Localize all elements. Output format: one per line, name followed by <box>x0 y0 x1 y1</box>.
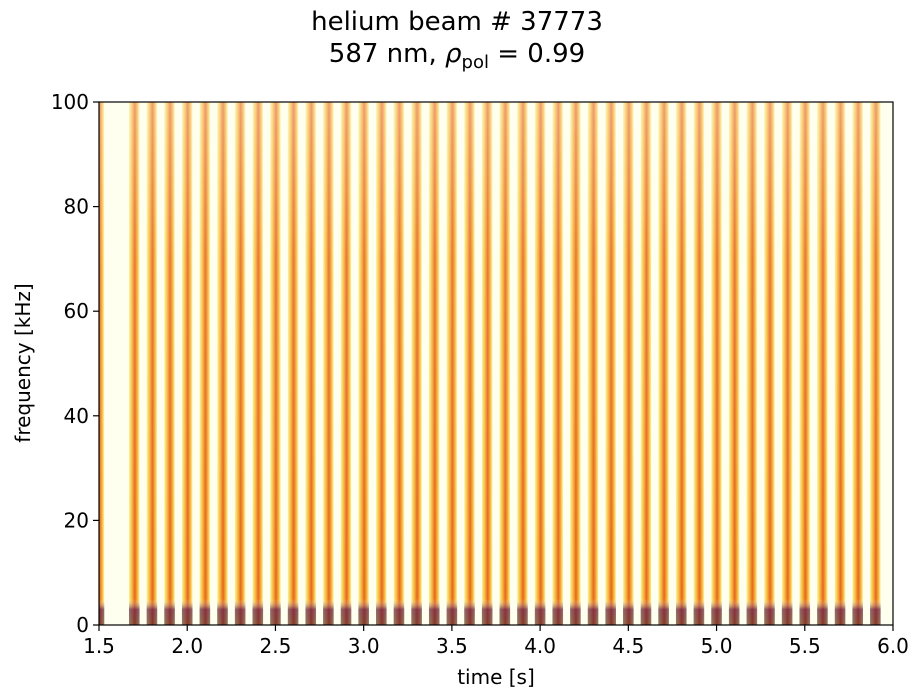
subtitle-part: 587 nm, <box>329 39 445 69</box>
beam-pulse-shade <box>358 102 369 625</box>
subtitle-part: = 0.99 <box>489 39 585 69</box>
beam-pulse-shade <box>499 102 511 625</box>
x-tick-label: 6.0 <box>877 634 909 658</box>
beam-pulse-shade <box>834 102 846 625</box>
beam-pulse-shade <box>552 102 564 625</box>
beam-pulse-shade <box>128 102 140 625</box>
x-axis-label: time [s] <box>457 665 535 688</box>
beam-pulse-shade <box>570 102 581 625</box>
x-tick-label: 3.5 <box>436 634 468 658</box>
beam-pulse-shade <box>764 102 775 625</box>
beam-pulse-shade <box>640 102 652 625</box>
beam-pulse-shade <box>252 102 264 625</box>
beam-pulse-shade <box>711 102 722 625</box>
beam-pulse-shade <box>146 102 158 625</box>
x-tick-label: 2.5 <box>260 634 292 658</box>
y-axis-label: frequency [kHz] <box>11 283 35 442</box>
beam-pulse-shade <box>446 102 458 625</box>
y-tick-label: 20 <box>64 508 89 532</box>
y-tick-label: 100 <box>51 90 89 114</box>
beam-pulse-shade <box>393 102 405 625</box>
beam-pulse-shade <box>323 102 334 625</box>
beam-pulse-shade <box>199 102 211 625</box>
x-tick-label: 3.0 <box>348 634 380 658</box>
spectrogram <box>99 102 881 625</box>
x-tick-label: 5.5 <box>789 634 821 658</box>
x-tick-label: 5.0 <box>701 634 733 658</box>
beam-pulse-shade <box>340 102 352 625</box>
beam-pulse-shade <box>305 102 317 625</box>
chart-title: helium beam # 37773 <box>311 7 603 37</box>
beam-pulse-shade <box>234 102 246 625</box>
beam-pulse-shade <box>675 102 687 625</box>
beam-pulse-shade <box>728 102 740 625</box>
beam-pulse-shade <box>270 102 281 625</box>
beam-pulse-shade <box>464 102 475 625</box>
beam-pulse-shade <box>181 102 193 625</box>
beam-pulse-shade <box>658 102 669 625</box>
beam-pulse-shade <box>693 102 705 625</box>
beam-pulse-shade <box>428 102 440 625</box>
beam-pulse-shade <box>164 102 175 625</box>
beam-pulse-shade <box>799 102 811 625</box>
beam-pulse-shade <box>852 102 864 625</box>
x-tick-label: 1.5 <box>83 634 115 658</box>
beam-pulse-shade <box>99 102 105 625</box>
y-tick-label: 60 <box>64 299 89 323</box>
beam-pulse-shade <box>746 102 758 625</box>
beam-pulse-shade <box>287 102 299 625</box>
beam-pulse-shade <box>217 102 228 625</box>
beam-pulse-shade <box>517 102 528 625</box>
x-tick-label: 2.0 <box>171 634 203 658</box>
y-tick-label: 0 <box>76 613 89 637</box>
beam-pulse-shade <box>605 102 616 625</box>
plot-frame <box>98 101 894 626</box>
y-tick-label: 40 <box>64 404 89 428</box>
beam-pulse-shade <box>817 102 828 625</box>
beam-pulse-shade <box>411 102 422 625</box>
beam-pulse-shade <box>781 102 793 625</box>
x-tick-label: 4.5 <box>612 634 644 658</box>
beam-pulse-shade <box>534 102 546 625</box>
subtitle-subscript: pol <box>462 52 489 73</box>
beam-pulse-shade <box>481 102 493 625</box>
plot-background <box>99 102 893 625</box>
x-tick-label: 4.0 <box>524 634 556 658</box>
subtitle-symbol: ρ <box>445 39 462 69</box>
beam-pulse-shade <box>587 102 599 625</box>
y-tick-label: 80 <box>64 195 89 219</box>
chart-subtitle: 587 nm, ρpol = 0.99 <box>329 39 585 73</box>
beam-pulse-shade <box>870 102 881 625</box>
beam-pulse-shade <box>623 102 634 625</box>
beam-pulse-shade <box>376 102 387 625</box>
